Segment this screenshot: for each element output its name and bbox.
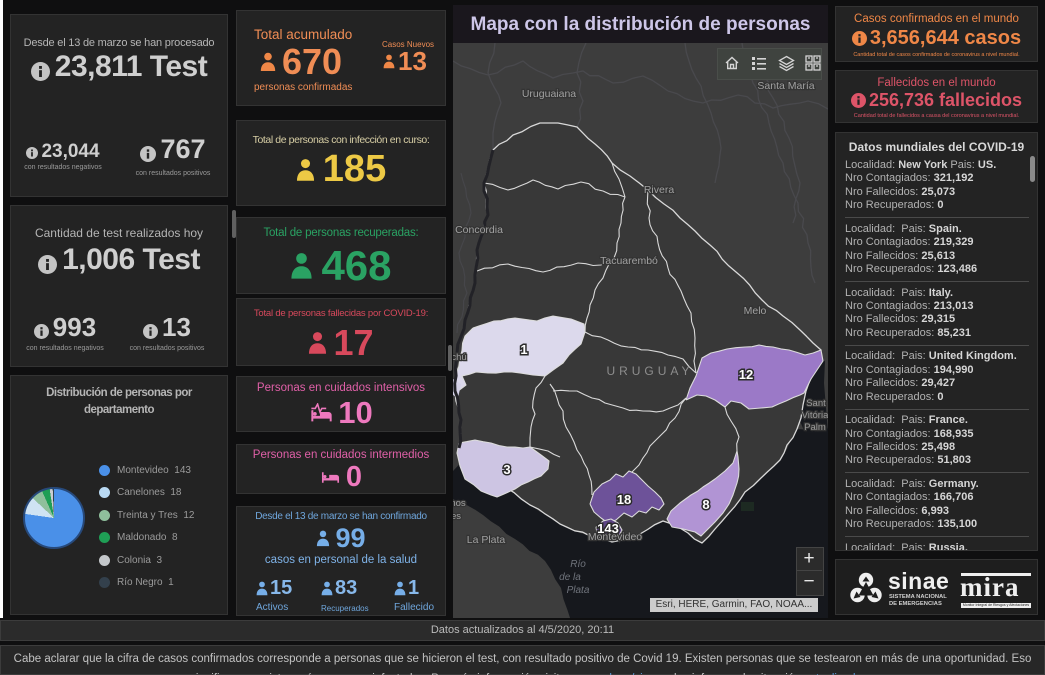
svg-text:nos: nos (453, 498, 466, 509)
svg-text:8: 8 (702, 497, 709, 512)
svg-text:143: 143 (597, 521, 619, 536)
svg-text:18: 18 (617, 492, 631, 507)
svg-text:Uruguaiana: Uruguaiana (522, 88, 576, 100)
svg-text:1: 1 (520, 342, 527, 357)
svg-text:Vitória: Vitória (802, 410, 828, 421)
svg-text:Montevideo: Montevideo (588, 531, 642, 543)
svg-text:Sant: Sant (806, 398, 826, 409)
svg-text:Melo: Melo (744, 305, 767, 317)
svg-text:es: es (453, 511, 461, 522)
svg-text:Santa María: Santa María (757, 80, 814, 92)
svg-text:La Plata: La Plata (467, 534, 506, 546)
svg-text:Rivera: Rivera (644, 184, 675, 196)
svg-text:chú: chú (453, 352, 467, 363)
svg-text:Plata: Plata (567, 585, 590, 596)
svg-text:Concordia: Concordia (455, 224, 503, 236)
svg-text:de la: de la (559, 572, 581, 583)
svg-text:URUGUAY: URUGUAY (606, 364, 693, 378)
svg-text:Tacuarembó: Tacuarembó (600, 255, 658, 267)
svg-text:Palm: Palm (804, 422, 826, 433)
svg-text:12: 12 (739, 367, 753, 382)
svg-text:3: 3 (503, 462, 510, 477)
svg-text:Río: Río (570, 559, 586, 570)
